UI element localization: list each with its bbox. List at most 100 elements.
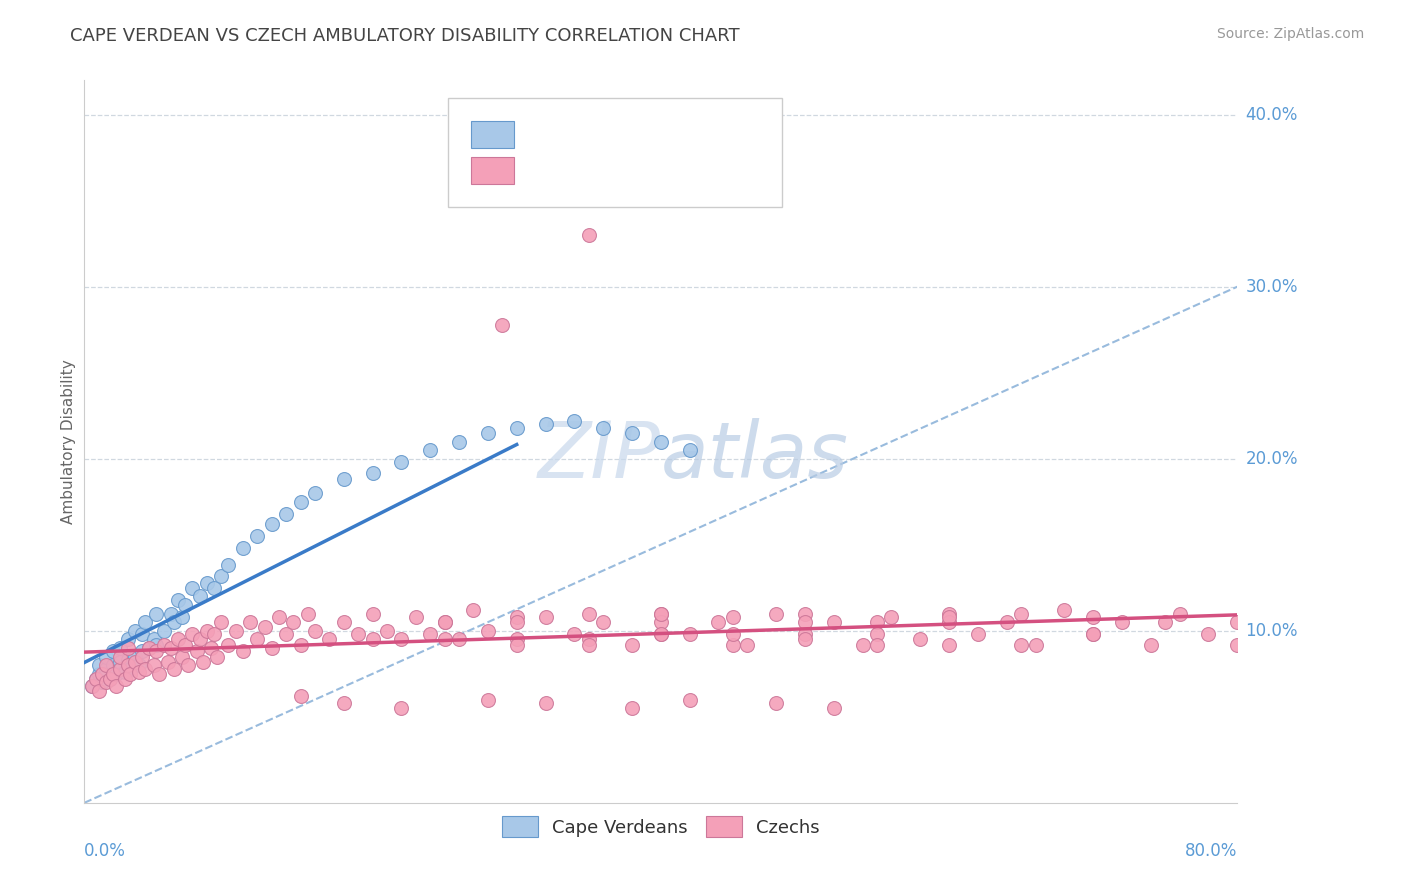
Point [592,615,614,630]
Point [134,615,156,630]
Point [290,494,312,508]
Point [94,649,117,664]
Point [621,638,644,652]
FancyBboxPatch shape [447,98,782,207]
Point [267,610,290,624]
Point [246,529,269,543]
Point [283,615,305,630]
Point [1083,627,1105,641]
Point [134,662,156,676]
Point [419,627,441,641]
Point [148,666,170,681]
Text: R = 0.287   N = 132: R = 0.287 N = 132 [529,161,710,179]
Point [506,421,529,435]
Point [866,615,889,630]
Point [707,615,730,630]
Point [852,638,875,652]
Point [188,590,211,604]
Point [117,653,139,667]
Point [181,581,204,595]
Point [160,640,183,655]
Point [128,665,150,679]
Point [205,649,228,664]
Point [506,610,529,624]
Point [794,615,817,630]
Point [1111,615,1133,630]
Point [391,632,413,647]
Point [333,472,356,486]
Point [650,627,672,641]
Point [232,644,254,658]
Point [120,662,142,676]
Point [910,632,932,647]
Point [195,575,218,590]
Point [124,655,146,669]
Point [160,607,183,621]
Point [145,638,167,652]
Point [449,632,471,647]
Point [1226,638,1249,652]
Point [232,541,254,556]
Point [333,615,356,630]
Point [361,607,384,621]
Point [103,658,124,673]
Point [131,644,153,658]
Point [938,638,960,652]
Point [737,638,759,652]
Point [721,638,744,652]
Point [167,632,190,647]
Point [1083,610,1105,624]
FancyBboxPatch shape [471,120,515,148]
Point [794,632,817,647]
Point [110,655,132,669]
Point [578,607,600,621]
Point [84,672,107,686]
Point [142,632,165,647]
Point [564,627,586,641]
Point [110,649,132,664]
Point [1083,627,1105,641]
Point [361,466,384,480]
Point [117,658,139,673]
Point [239,615,262,630]
Point [721,610,744,624]
Point [202,581,225,595]
Point [463,603,485,617]
Point [449,434,471,449]
Point [1025,638,1047,652]
Point [117,632,139,647]
Text: 40.0%: 40.0% [1246,105,1298,124]
Point [650,607,672,621]
Point [260,640,283,655]
Text: 0.0%: 0.0% [84,842,127,860]
Point [650,615,672,630]
Point [145,607,167,621]
Point [1154,615,1177,630]
Point [880,610,903,624]
Point [823,615,845,630]
Text: CAPE VERDEAN VS CZECH AMBULATORY DISABILITY CORRELATION CHART: CAPE VERDEAN VS CZECH AMBULATORY DISABIL… [70,27,740,45]
Point [98,672,121,686]
Point [391,701,413,715]
Point [506,638,529,652]
Point [195,624,218,638]
Point [375,624,398,638]
Point [1168,607,1191,621]
Point [163,662,186,676]
Point [304,486,326,500]
Point [534,696,557,710]
Point [177,658,200,673]
Point [333,696,356,710]
Point [218,558,240,573]
Point [866,627,889,641]
Point [477,692,499,706]
Point [191,655,214,669]
Point [765,696,787,710]
Point [650,627,672,641]
Text: Source: ZipAtlas.com: Source: ZipAtlas.com [1216,27,1364,41]
Point [405,610,427,624]
Point [246,632,269,647]
Point [188,632,211,647]
Point [506,632,529,647]
Point [347,627,370,641]
